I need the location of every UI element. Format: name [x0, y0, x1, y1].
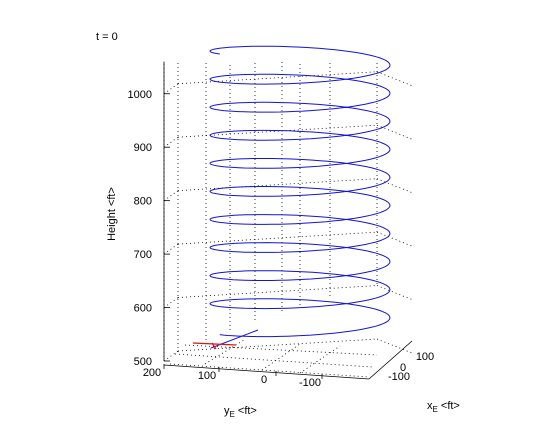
- x-tick-label: 100: [416, 351, 434, 363]
- z-axis-label: Height <ft>: [106, 187, 118, 241]
- height-grid-line: [163, 350, 179, 362]
- height-grid-line: [163, 83, 179, 95]
- helix-trajectory-line: [209, 45, 391, 338]
- z-tick-label: 900: [134, 142, 152, 154]
- height-grid-line: [177, 178, 378, 192]
- y-axis-label: yE <ft>: [224, 405, 257, 419]
- height-grid-line: [163, 297, 179, 308]
- y-tick-label: 100: [198, 370, 216, 382]
- height-grid-line: [376, 285, 413, 300]
- z-tick-label: 700: [134, 249, 152, 261]
- height-grid-line: [163, 190, 179, 201]
- y-axis-line: [163, 364, 370, 380]
- z-tick-label: 1000: [128, 89, 152, 101]
- x-axis-label-sub: E: [433, 405, 438, 414]
- floor-grid-line: [174, 353, 373, 368]
- axes: [163, 61, 413, 380]
- height-grid-line: [177, 71, 378, 85]
- vehicle-marker-fin: [211, 342, 217, 350]
- z-tick-label: 500: [134, 356, 152, 368]
- y-axis-label-sub: E: [230, 410, 235, 419]
- x-axis-label-unit: <ft>: [438, 400, 460, 412]
- height-grid-line: [376, 231, 413, 247]
- grid-lines: [163, 62, 413, 378]
- height-grid-line: [163, 136, 179, 148]
- x-axis-label: xE <ft>: [427, 400, 460, 414]
- vehicle-marker: [192, 342, 237, 346]
- floor-grid-line: [261, 343, 301, 371]
- height-grid-line: [376, 71, 413, 87]
- entry-segment: [210, 329, 259, 349]
- x-tick-label: -100: [388, 371, 410, 383]
- z-tick-label: 800: [134, 196, 152, 208]
- y-axis-label-main: y: [224, 405, 230, 417]
- floor-grid-line: [184, 344, 378, 356]
- data-layer: [192, 45, 391, 350]
- y-tick-label: 200: [143, 367, 161, 379]
- labels: t = 0 Height <ft> yE <ft> xE <ft> 100090…: [96, 31, 460, 419]
- x-axis-label-main: x: [427, 400, 433, 412]
- height-grid-line: [376, 178, 413, 194]
- height-grid-line: [177, 338, 378, 352]
- height-grid-line: [163, 243, 179, 255]
- x-tick-label: 0: [400, 362, 406, 374]
- floor-grid-line: [299, 345, 341, 374]
- z-tick-label: 600: [134, 303, 152, 315]
- x-axis-line: [368, 340, 413, 380]
- y-axis-label-unit: <ft>: [235, 405, 257, 417]
- height-grid-line: [177, 285, 378, 298]
- y-tick-label: -100: [299, 377, 321, 389]
- y-tick-label: 0: [261, 374, 267, 386]
- time-label: t = 0: [96, 31, 118, 43]
